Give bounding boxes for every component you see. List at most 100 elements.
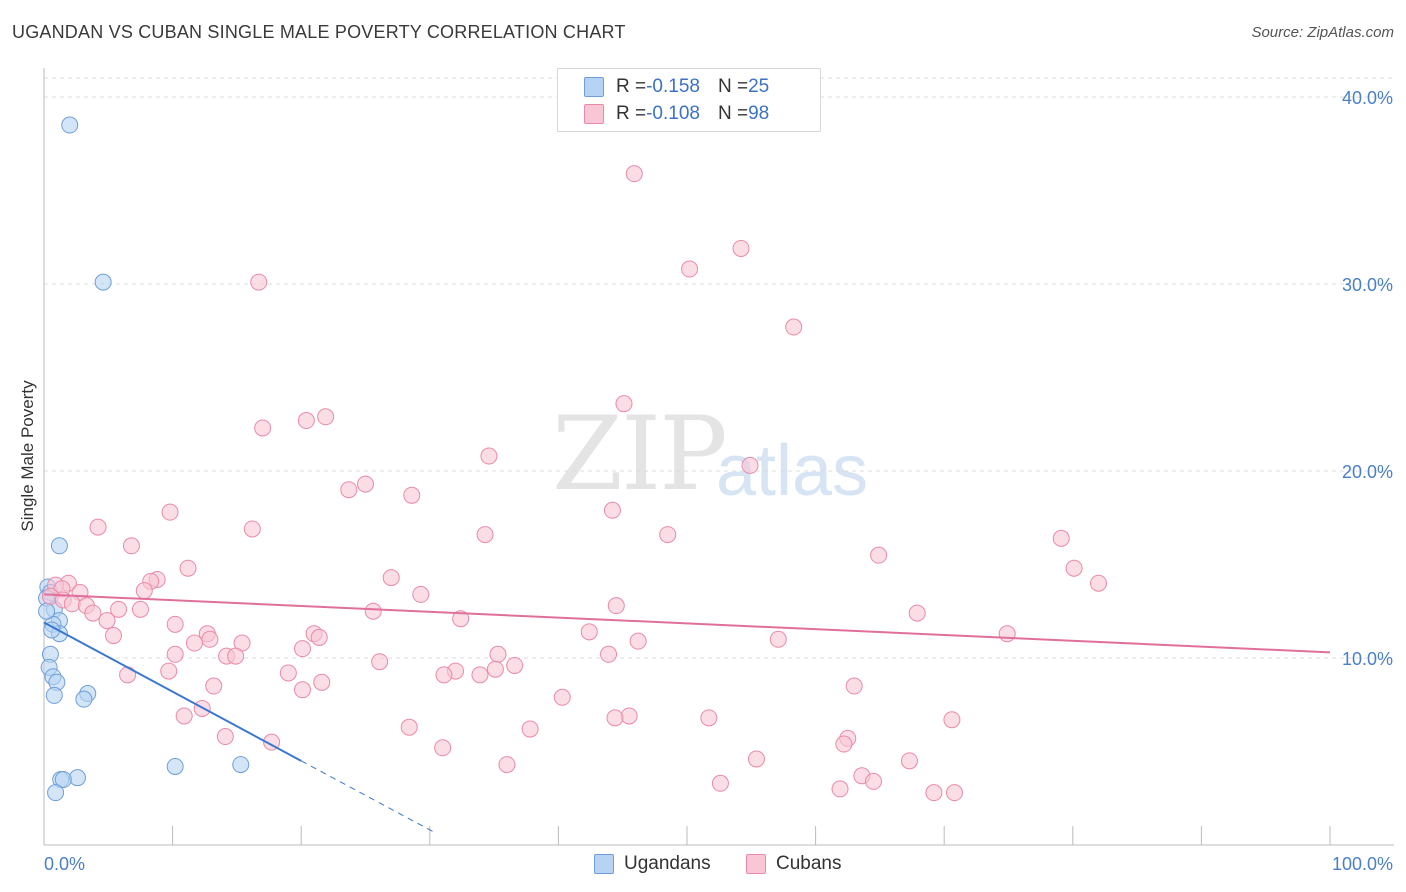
- y-tick-label-20: 20.0%: [1342, 462, 1393, 482]
- ugandans-swatch: [584, 77, 604, 97]
- cubans-point-65: [371, 653, 389, 671]
- cubans-point-10: [741, 456, 759, 474]
- cubans-point-77: [293, 681, 311, 699]
- y-tick-label-30: 30.0%: [1342, 275, 1393, 295]
- cubans-point-96: [864, 772, 882, 790]
- legend-n-label-1: N =: [717, 76, 749, 97]
- ugandans-point-2: [50, 537, 68, 555]
- cubans-point-47: [166, 615, 184, 633]
- cubans-point-80: [175, 707, 193, 725]
- chart-title: UGANDAN VS CUBAN SINGLE MALE POVERTY COR…: [12, 22, 626, 42]
- cubans-point-63: [489, 645, 507, 663]
- cubans-point-75: [845, 677, 863, 695]
- cubans-point-0: [625, 165, 643, 183]
- legend-n-value-2: 98: [748, 103, 770, 124]
- cubans-point-67: [160, 662, 178, 680]
- cubans-point-17: [243, 520, 261, 538]
- bottom-legend-ugandans: Ugandans: [594, 852, 711, 876]
- cubans-trend-line: [43, 593, 1331, 654]
- cubans-point-87: [216, 728, 234, 746]
- cubans-point-85: [400, 718, 418, 736]
- ugandans-point-12: [38, 602, 56, 620]
- cubans-point-20: [1052, 529, 1070, 547]
- cubans-point-16: [89, 518, 107, 536]
- cubans-point-62: [227, 647, 245, 665]
- cubans-point-48: [580, 623, 598, 641]
- bottom-cubans-label: Cubans: [776, 853, 842, 874]
- cubans-point-15: [161, 503, 179, 521]
- cubans-point-46: [98, 612, 116, 630]
- cubans-point-81: [700, 709, 718, 727]
- y-tick-label-40: 40.0%: [1342, 88, 1393, 108]
- cubans-point-5: [615, 395, 633, 413]
- cubans-point-76: [205, 677, 223, 695]
- x-tick-label-min: 0.0%: [44, 854, 85, 874]
- cubans-point-6: [254, 419, 272, 437]
- cubans-point-99: [925, 784, 943, 802]
- cubans-point-86: [521, 720, 539, 738]
- legend-row-ugandans: R = -0.158 N = 25: [584, 75, 769, 99]
- cubans-point-49: [998, 625, 1016, 643]
- cubans-point-23: [1065, 559, 1083, 577]
- cubans-point-66: [506, 656, 524, 674]
- cubans-point-54: [769, 630, 787, 648]
- cubans-point-68: [486, 660, 504, 678]
- cubans-point-98: [831, 780, 849, 798]
- cubans-point-59: [293, 640, 311, 658]
- cubans-point-1: [681, 260, 699, 278]
- cubans-point-44: [908, 604, 926, 622]
- cubans-point-41: [131, 600, 149, 618]
- bottom-ugandans-label: Ugandans: [624, 853, 711, 874]
- cubans-point-93: [900, 752, 918, 770]
- cubans-point-97: [711, 774, 729, 792]
- cubans-point-11: [357, 475, 374, 493]
- bottom-legend-cubans: Cubans: [746, 852, 842, 876]
- cubans-point-7: [297, 412, 315, 430]
- legend-r-value-1: -0.158: [646, 76, 700, 97]
- cubans-point-18: [476, 526, 494, 544]
- bottom-cubans-swatch: [746, 854, 766, 874]
- cubans-point-90: [434, 739, 452, 757]
- cubans-point-72: [471, 666, 489, 684]
- cubans-point-55: [201, 630, 219, 648]
- cubans-point-19: [659, 526, 677, 544]
- cubans-point-78: [553, 688, 571, 706]
- watermark-zip: ZIP: [552, 395, 728, 514]
- legend-n-value-1: 25: [748, 76, 770, 97]
- cubans-point-50: [104, 627, 122, 645]
- cubans-point-60: [166, 645, 184, 663]
- cubans-point-74: [313, 673, 331, 691]
- cubans-point-4: [785, 318, 803, 336]
- cubans-point-94: [498, 756, 516, 774]
- cubans-point-82: [620, 707, 638, 725]
- cubans-point-71: [279, 664, 297, 682]
- ugandans-point-0: [61, 116, 79, 134]
- source-label: Source: ZipAtlas.com: [1251, 24, 1394, 41]
- cubans-point-37: [63, 595, 81, 613]
- cubans-point-70: [435, 666, 453, 684]
- cubans-point-14: [603, 501, 621, 519]
- ugandans-point-20: [232, 756, 250, 774]
- ugandans-point-17: [45, 686, 63, 704]
- cubans-point-12: [340, 481, 358, 499]
- cubans-swatch: [584, 104, 604, 124]
- cubans-point-28: [1090, 574, 1108, 592]
- cubans-point-53: [310, 628, 328, 646]
- ugandans-point-21: [68, 769, 86, 787]
- ugandans-point-23: [54, 771, 72, 789]
- cubans-point-24: [179, 559, 197, 577]
- legend-row-cubans: R = -0.108 N = 98: [584, 102, 769, 126]
- cubans-point-3: [250, 273, 268, 291]
- cubans-point-39: [607, 597, 625, 615]
- y-tick-label-10: 10.0%: [1342, 649, 1393, 669]
- ugandans-point-1: [94, 273, 112, 291]
- cubans-point-32: [135, 582, 153, 600]
- cubans-point-83: [606, 709, 624, 727]
- ugandans-point-18: [75, 690, 93, 708]
- ugandans-trend-extension: [300, 760, 434, 833]
- cubans-point-21: [122, 537, 140, 555]
- cubans-point-100: [945, 784, 963, 802]
- legend-r-value-2: -0.108: [646, 103, 700, 124]
- x-tick-label-max: 100.0%: [1332, 854, 1393, 874]
